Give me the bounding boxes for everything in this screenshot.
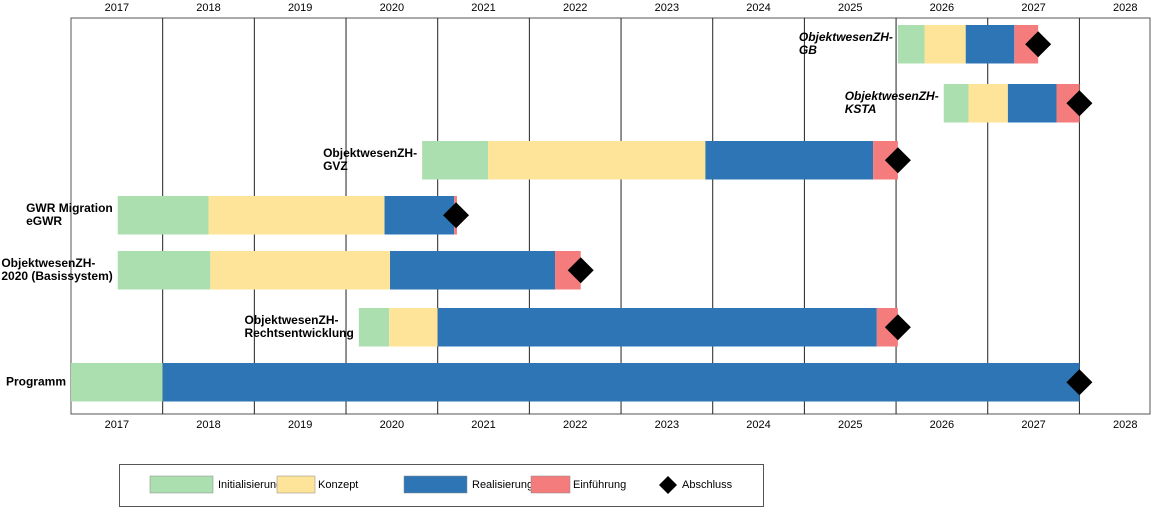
phase-bar xyxy=(162,363,1080,402)
legend-label: Realisierung xyxy=(472,479,533,491)
milestone xyxy=(1025,31,1052,58)
task-label: Programm xyxy=(6,374,66,388)
task-label: ObjektwesenZH- xyxy=(799,30,893,44)
phase-bar xyxy=(117,196,209,235)
legend-swatch xyxy=(276,475,316,494)
phase-bar xyxy=(422,141,489,180)
task-label: 2020 (Basissystem) xyxy=(1,269,112,283)
phase-bar xyxy=(390,251,556,290)
phase-bar xyxy=(1007,84,1057,123)
task-label: ObjektwesenZH- xyxy=(244,313,338,327)
x-tick-label-bottom: 2024 xyxy=(746,419,770,431)
x-tick-label-top: 2028 xyxy=(1113,2,1137,14)
milestone xyxy=(1066,90,1093,117)
x-tick-label-top: 2023 xyxy=(655,2,679,14)
phase-bar xyxy=(897,25,925,64)
legend-label: Initialisierung xyxy=(218,479,282,491)
x-tick-label-top: 2020 xyxy=(380,2,404,14)
x-tick-label-bottom: 2020 xyxy=(380,419,404,431)
legend-swatch xyxy=(659,476,677,494)
phase-bar xyxy=(384,196,455,235)
x-tick-label-top: 2021 xyxy=(471,2,495,14)
x-tick-label-bottom: 2018 xyxy=(196,419,220,431)
phase-bar xyxy=(358,308,390,347)
milestone xyxy=(884,314,911,341)
task-label: ObjektwesenZH- xyxy=(323,146,417,160)
phase-bar xyxy=(210,251,391,290)
legend-swatch xyxy=(149,475,214,494)
task-label: ObjektwesenZH- xyxy=(1,256,95,270)
x-tick-label-bottom: 2017 xyxy=(105,419,129,431)
milestone xyxy=(884,147,911,174)
legend-swatch xyxy=(530,475,571,494)
milestone xyxy=(443,202,470,229)
phase-bar xyxy=(389,308,438,347)
task-label: KSTA xyxy=(845,102,877,116)
phase-bar xyxy=(924,25,966,64)
task-label: ObjektwesenZH- xyxy=(845,89,939,103)
legend-label: Einführung xyxy=(573,479,626,491)
x-tick-label-bottom: 2025 xyxy=(838,419,862,431)
x-tick-label-top: 2026 xyxy=(930,2,954,14)
x-tick-label-bottom: 2021 xyxy=(471,419,495,431)
milestone xyxy=(1066,369,1093,396)
phase-bar xyxy=(943,84,969,123)
legend-label: Abschluss xyxy=(682,479,733,491)
task-label: Rechtsentwicklung xyxy=(244,326,353,340)
phase-bar xyxy=(208,196,385,235)
x-tick-label-top: 2024 xyxy=(746,2,770,14)
legend-label: Konzept xyxy=(318,479,358,491)
x-tick-label-top: 2018 xyxy=(196,2,220,14)
phase-bar xyxy=(117,251,211,290)
phase-bar xyxy=(965,25,1015,64)
x-tick-label-top: 2027 xyxy=(1021,2,1045,14)
x-tick-label-bottom: 2022 xyxy=(563,419,587,431)
phase-bar xyxy=(705,141,874,180)
x-tick-label-bottom: 2026 xyxy=(930,419,954,431)
x-tick-label-top: 2019 xyxy=(288,2,312,14)
plot-frame xyxy=(70,17,1151,415)
phase-bar xyxy=(488,141,706,180)
phase-bar xyxy=(968,84,1008,123)
task-label: GWR Migration xyxy=(26,201,113,215)
task-label: GVZ xyxy=(323,159,348,173)
phase-bar xyxy=(71,363,163,402)
x-tick-label-bottom: 2028 xyxy=(1113,419,1137,431)
x-tick-label-top: 2017 xyxy=(105,2,129,14)
phase-bar xyxy=(437,308,877,347)
x-tick-label-top: 2025 xyxy=(838,2,862,14)
legend-swatch xyxy=(403,475,468,494)
x-tick-label-bottom: 2023 xyxy=(655,419,679,431)
x-tick-label-top: 2022 xyxy=(563,2,587,14)
task-label: GB xyxy=(799,43,817,57)
x-tick-label-bottom: 2019 xyxy=(288,419,312,431)
task-label: eGWR xyxy=(26,214,62,228)
milestone xyxy=(567,257,594,284)
x-tick-label-bottom: 2027 xyxy=(1021,419,1045,431)
